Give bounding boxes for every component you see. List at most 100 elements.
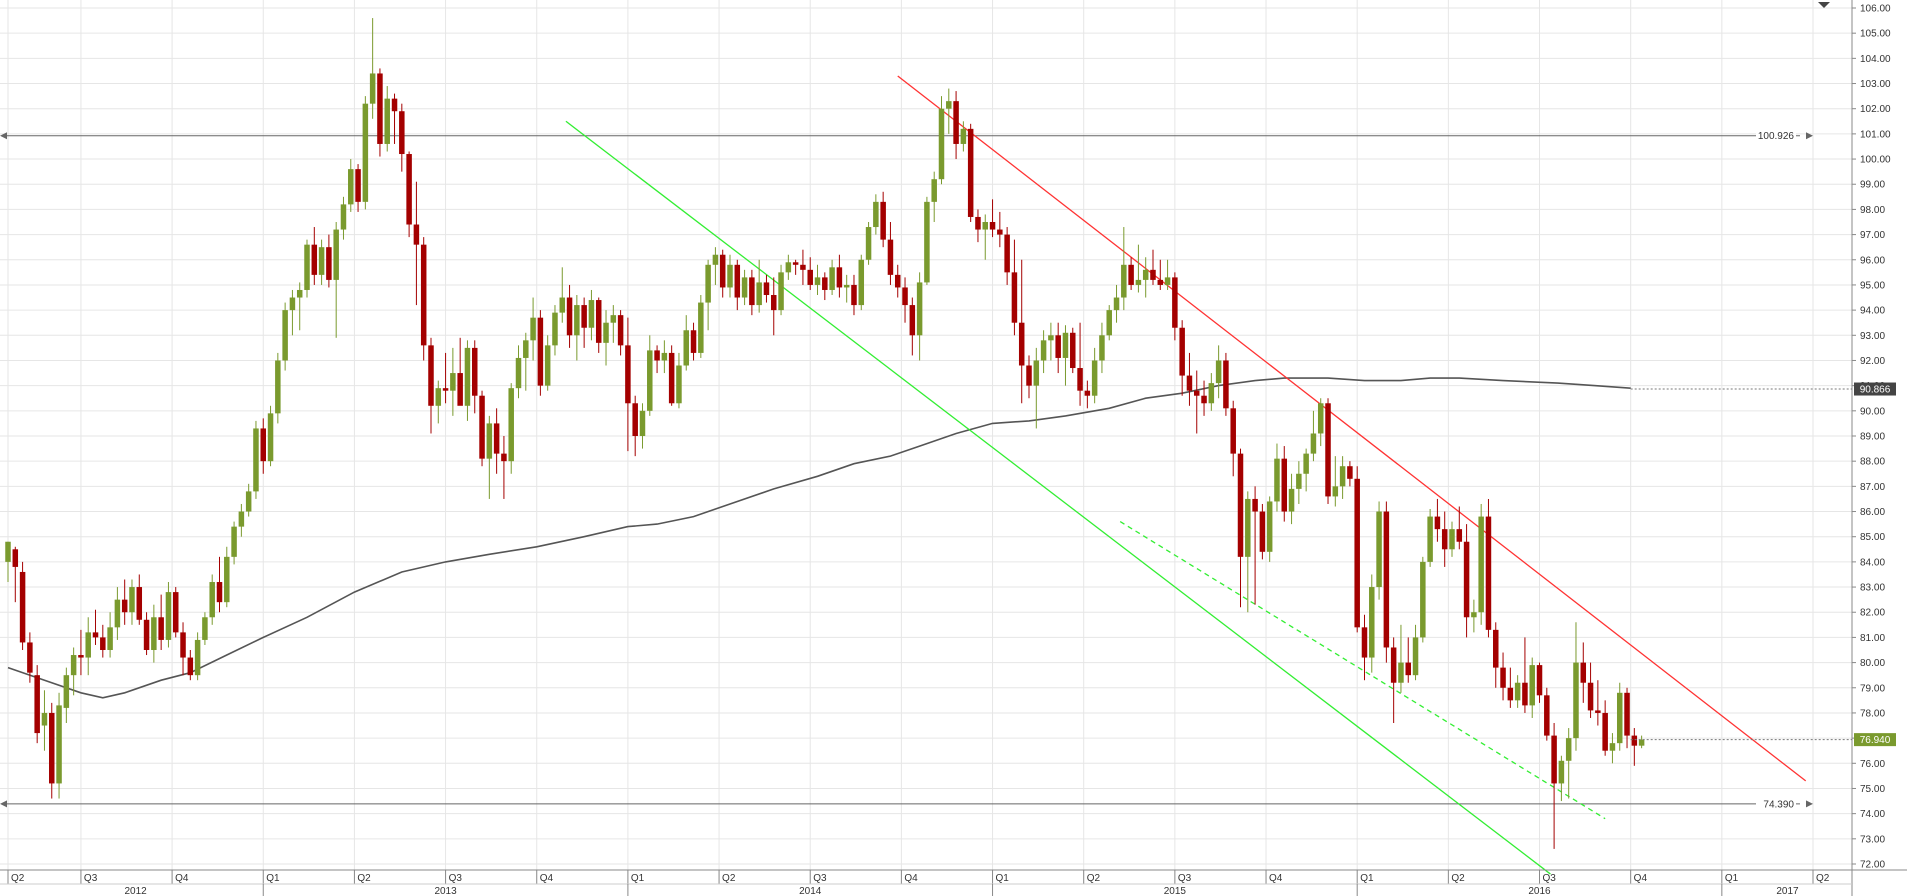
candle-bear (1551, 735, 1557, 784)
y-tick-label: 84.00 (1860, 557, 1885, 568)
y-tick-label: 99.00 (1860, 180, 1885, 191)
chevron-down-icon[interactable] (1818, 2, 1830, 8)
x-tick-label: Q4 (904, 873, 918, 884)
candle-bear (1587, 682, 1594, 711)
candle-bull (340, 204, 347, 230)
candle-bear (967, 128, 974, 217)
y-tick-label: 85.00 (1860, 532, 1885, 543)
level-right-arrow-icon (1806, 800, 1813, 808)
candle-bull (785, 262, 792, 273)
candle-bull (676, 365, 682, 404)
candle-bear (617, 315, 624, 346)
candle-bear (1150, 269, 1156, 280)
candle-bear (902, 287, 908, 306)
candle-bull (508, 388, 514, 462)
candle-bull (1266, 501, 1273, 552)
candle-bear (172, 592, 179, 633)
candle-bear (566, 297, 573, 336)
x-tick-label: Q1 (266, 873, 280, 884)
x-tick-label: Q2 (722, 873, 736, 884)
candle-bear (1507, 687, 1514, 701)
candle-bear (27, 642, 33, 673)
price-tag-label: 76.940 (1860, 735, 1891, 746)
candle-bull (1471, 612, 1477, 618)
year-label: 2013 (434, 886, 457, 896)
candle-bull (1048, 335, 1054, 341)
moving-average-line (7, 377, 1631, 699)
x-tick-label: Q1 (1725, 873, 1739, 884)
trendlines[interactable] (565, 75, 1807, 875)
candle-bear (391, 98, 398, 112)
candle-bull (1296, 473, 1302, 489)
candle-bull (705, 264, 711, 303)
candle-bear (377, 73, 383, 144)
candle-bear (78, 655, 84, 658)
candle-bear (1281, 458, 1288, 512)
candle-bull (296, 289, 303, 298)
candle-bull (698, 302, 704, 353)
candle-bear (1055, 335, 1061, 358)
candle-bull (318, 247, 325, 275)
dashed-trendline[interactable] (1119, 521, 1606, 820)
candle-bull (1420, 561, 1426, 638)
candle-bear (1441, 529, 1448, 550)
horizontal-levels[interactable]: 100.926 74.390 (0, 129, 1813, 811)
year-label: 2017 (1776, 886, 1799, 896)
candle-bull (1040, 340, 1047, 361)
candle-bear (1500, 667, 1506, 688)
candle-bull (1113, 297, 1120, 311)
trendline[interactable] (897, 75, 1807, 782)
y-tick-label: 73.00 (1860, 834, 1885, 845)
x-tick-label: Q2 (357, 873, 371, 884)
candle-bear (800, 264, 806, 270)
candle-bear (1157, 279, 1164, 285)
candle-bear (1018, 322, 1025, 366)
candle-bear (1179, 327, 1185, 376)
x-tick-label: Q4 (175, 873, 189, 884)
candle-bear (92, 632, 99, 638)
candle-bear (428, 345, 434, 406)
candle-bull (282, 310, 288, 361)
y-tick-label: 82.00 (1860, 608, 1885, 619)
candle-bear (311, 244, 318, 275)
candle-bull (1106, 310, 1112, 336)
candle-bear (1434, 516, 1441, 530)
candle-bull (1369, 587, 1375, 658)
y-tick-label: 103.00 (1860, 79, 1891, 90)
candle-bear (49, 712, 55, 784)
x-tick-label: Q3 (1543, 873, 1557, 884)
candle-bull (114, 599, 121, 628)
x-tick-label: Q2 (1816, 873, 1830, 884)
candle-bull (1208, 383, 1215, 404)
candle-bear (1077, 368, 1083, 391)
y-tick-label: 83.00 (1860, 583, 1885, 594)
candle-bull (224, 556, 230, 603)
level-label-bg (1756, 797, 1796, 810)
year-label: 2015 (1164, 886, 1187, 896)
candle-bull (253, 428, 259, 492)
candle-bear (180, 632, 186, 658)
y-tick-label: 105.00 (1860, 29, 1891, 40)
y-tick-label: 96.00 (1860, 255, 1885, 266)
candle-bear (34, 675, 40, 734)
candle-bull (916, 282, 923, 336)
candle-bear (909, 305, 916, 336)
candle-bear (1580, 662, 1587, 683)
candle-bull (1062, 332, 1069, 358)
candle-bear (1026, 365, 1032, 386)
y-tick-label: 75.00 (1860, 784, 1885, 795)
level-right-arrow-icon (1806, 132, 1813, 140)
candle-bull (333, 229, 339, 280)
price-tag-label: 90.866 (1860, 385, 1891, 396)
price-tags: 90.866 76.940 (1630, 382, 1896, 747)
y-tick-label: 102.00 (1860, 104, 1891, 115)
candle-bear (581, 305, 587, 328)
trendline[interactable] (565, 120, 1551, 875)
candle-bear (1536, 665, 1543, 696)
candle-bull (231, 526, 237, 557)
y-tick-label: 76.00 (1860, 759, 1885, 770)
candle-bull (209, 582, 215, 618)
candle-bear (355, 169, 361, 202)
